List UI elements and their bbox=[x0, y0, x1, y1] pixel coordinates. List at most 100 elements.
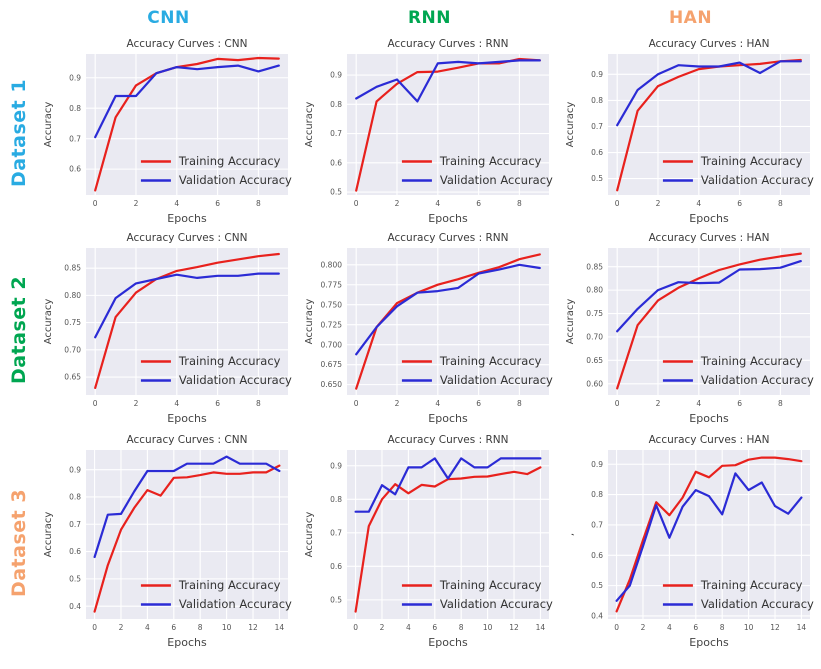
series-train-line bbox=[93, 252, 280, 389]
x-axis-label: Epochs bbox=[167, 412, 207, 425]
y-tick-label: 0.65 bbox=[64, 373, 81, 382]
x-tick-label: 8 bbox=[256, 199, 261, 208]
chart-title: Accuracy Curves : HAN bbox=[648, 232, 769, 244]
column-header-han: HAN bbox=[668, 8, 713, 28]
series-val-line bbox=[353, 456, 541, 513]
x-tick-label: 8 bbox=[517, 199, 522, 208]
x-tick-label: 6 bbox=[215, 199, 220, 208]
x-tick-label: 8 bbox=[719, 623, 724, 632]
x-tick-label: 0 bbox=[353, 399, 358, 408]
y-tick-label: 0.5 bbox=[330, 188, 342, 197]
chart-cell-dataset2-cnn: Accuracy Curves : CNN 0 2 4 6 8 0.65 0.70 0.75 0.… bbox=[38, 230, 299, 430]
chart-cell-dataset1-han: Accuracy Curves : HAN 0 2 4 6 8 0.5 0.6 0.7 0.8 0.… bbox=[560, 36, 821, 230]
y-tick-label: 0.8 bbox=[591, 490, 603, 499]
x-tick-label: 4 bbox=[145, 623, 150, 632]
x-tick-label: 0 bbox=[353, 623, 358, 632]
x-axis-label: Epochs bbox=[428, 212, 468, 225]
x-tick-label: 0 bbox=[614, 399, 619, 408]
legend-label-val: Validation Accuracy bbox=[439, 373, 552, 387]
y-tick-label: 0.9 bbox=[69, 465, 81, 474]
y-tick-label: 0.7 bbox=[69, 134, 81, 143]
x-tick-label: 10 bbox=[743, 623, 753, 632]
x-axis-label: Epochs bbox=[428, 412, 468, 425]
series-val-line bbox=[93, 64, 280, 139]
chart-title: Accuracy Curves : CNN bbox=[126, 434, 247, 446]
chart-dataset1-cnn: Accuracy Curves : CNN 0 2 4 6 8 0.6 0.7 0.8 0.9 Ep… bbox=[43, 38, 292, 225]
series-train-line bbox=[615, 58, 802, 192]
legend-label-val: Validation Accuracy bbox=[178, 373, 291, 387]
x-tick-label: 10 bbox=[221, 623, 231, 632]
chart-title: Accuracy Curves : HAN bbox=[648, 38, 769, 50]
series-val-line bbox=[93, 272, 280, 339]
series-val-line bbox=[614, 471, 802, 602]
x-tick-label: 12 bbox=[770, 623, 780, 632]
legend-label-val: Validation Accuracy bbox=[700, 373, 813, 387]
y-tick-label: 0.8 bbox=[591, 96, 603, 105]
y-tick-label: 0.7 bbox=[591, 122, 603, 131]
legend-label-val: Validation Accuracy bbox=[439, 597, 552, 611]
y-tick-label: 0.650 bbox=[320, 380, 342, 389]
x-tick-label: 14 bbox=[274, 623, 284, 632]
series-train-line bbox=[354, 253, 541, 390]
chart-title: Accuracy Curves : RNN bbox=[387, 434, 508, 446]
y-tick-label: 0.5 bbox=[591, 174, 603, 183]
x-tick-label: 6 bbox=[171, 623, 176, 632]
x-tick-label: 4 bbox=[696, 199, 701, 208]
x-tick-label: 8 bbox=[778, 399, 783, 408]
x-tick-label: 6 bbox=[432, 623, 437, 632]
series-val-line bbox=[92, 455, 280, 558]
corner-spacer bbox=[0, 0, 38, 36]
x-tick-label: 0 bbox=[92, 399, 97, 408]
chart-cell-dataset3-rnn: Accuracy Curves : RNN 0 2 4 6 8 10 12 14 0.5 0.6 0.… bbox=[299, 430, 560, 655]
plot-area bbox=[346, 54, 549, 195]
y-tick-label: 0.6 bbox=[69, 547, 81, 556]
y-tick-label: 0.6 bbox=[69, 165, 81, 174]
series-val-line bbox=[354, 59, 541, 103]
x-tick-label: 4 bbox=[435, 399, 440, 408]
legend-label-train: Training Accuracy bbox=[438, 578, 541, 592]
y-axis-label: Accuracy bbox=[565, 299, 576, 345]
y-tick-label: 0.6 bbox=[330, 561, 342, 570]
chart-dataset1-rnn: Accuracy Curves : RNN 0 2 4 6 8 0.5 0.6 0.7 0.8 0.… bbox=[304, 38, 553, 225]
y-tick-label: 0.75 bbox=[64, 318, 81, 327]
legend-label-val: Validation Accuracy bbox=[700, 173, 813, 187]
x-tick-label: 4 bbox=[435, 199, 440, 208]
row-label-dataset3: Dataset 3 bbox=[8, 488, 31, 597]
legend-label-train: Training Accuracy bbox=[177, 354, 280, 368]
plot-area bbox=[85, 248, 288, 395]
y-tick-label: 0.6 bbox=[330, 158, 342, 167]
x-tick-label: 6 bbox=[476, 399, 481, 408]
y-tick-label: 0.8 bbox=[69, 104, 81, 113]
x-tick-label: 12 bbox=[248, 623, 258, 632]
x-tick-label: 2 bbox=[655, 399, 660, 408]
y-tick-label: 0.75 bbox=[586, 309, 603, 318]
plot-area bbox=[607, 449, 810, 619]
chart-title: Accuracy Curves : CNN bbox=[126, 38, 247, 50]
column-header-rnn: RNN bbox=[407, 8, 452, 28]
y-tick-label: 0.80 bbox=[64, 291, 81, 300]
y-tick-label: 0.9 bbox=[330, 71, 342, 80]
x-axis-label: Epochs bbox=[689, 212, 729, 225]
y-axis-label: Accuracy bbox=[304, 102, 315, 148]
y-tick-label: 0.85 bbox=[64, 264, 81, 273]
y-tick-label: 0.775 bbox=[320, 280, 342, 289]
chart-cell-dataset1-rnn: Accuracy Curves : RNN 0 2 4 6 8 0.5 0.6 0.7 0.8 0.… bbox=[299, 36, 560, 230]
chart-title: Accuracy Curves : CNN bbox=[126, 232, 247, 244]
chart-title: Accuracy Curves : RNN bbox=[387, 232, 508, 244]
y-tick-label: 0.675 bbox=[320, 360, 342, 369]
plot-area bbox=[346, 449, 549, 619]
legend-label-val: Validation Accuracy bbox=[178, 597, 291, 611]
x-tick-label: 2 bbox=[133, 199, 138, 208]
legend-label-train: Training Accuracy bbox=[699, 354, 802, 368]
x-tick-label: 0 bbox=[353, 199, 358, 208]
series-train-line bbox=[614, 456, 802, 612]
legend-label-train: Training Accuracy bbox=[438, 154, 541, 168]
y-tick-label: 0.4 bbox=[69, 601, 81, 610]
y-axis-label: Accuracy bbox=[565, 102, 576, 148]
x-tick-label: 2 bbox=[118, 623, 123, 632]
plot-area bbox=[85, 449, 288, 619]
y-axis-label: Accuracy bbox=[304, 299, 315, 345]
legend-label-train: Training Accuracy bbox=[699, 154, 802, 168]
x-axis-label: Epochs bbox=[428, 636, 468, 649]
